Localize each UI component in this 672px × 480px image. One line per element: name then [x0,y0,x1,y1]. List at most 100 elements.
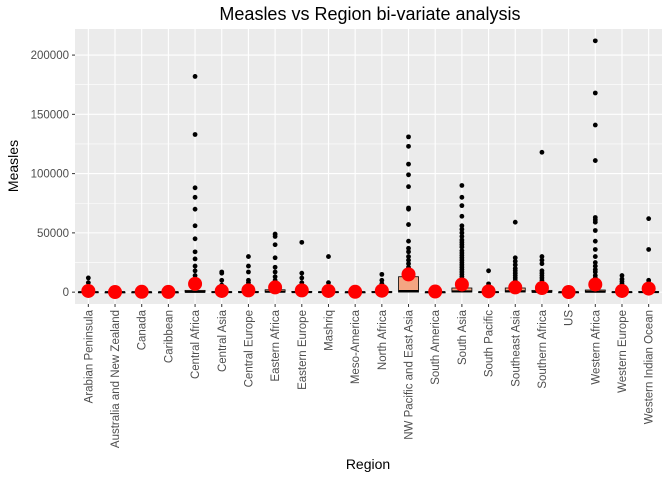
outlier-point [379,277,385,283]
mean-point [348,284,363,299]
x-tick-label: Western Indian Ocean [644,310,656,424]
x-tick-label: South Pacific [484,310,496,377]
outlier-point [219,270,225,276]
outlier-point [592,228,598,233]
x-tick-label: Eastern Europe [297,310,309,390]
outlier-point [246,263,251,269]
y-tick-label: 150000 [31,109,69,121]
y-tick-label: 50000 [37,228,69,240]
x-tick-label: Meso-America [350,309,362,384]
mean-point [428,284,443,299]
mean-point [641,281,656,296]
outlier-point [406,206,411,212]
outlier-point [192,256,198,262]
outlier-point [272,255,278,261]
outlier-point [406,254,411,259]
outlier-point [592,90,598,96]
outlier-point [459,244,465,250]
outlier-point [592,263,598,269]
mean-point [454,277,469,292]
outlier-point [299,275,305,281]
outlier-point [219,277,225,283]
mean-point [188,276,203,291]
mean-point [588,277,603,292]
outlier-point [406,172,411,178]
outlier-point [646,216,652,222]
outlier-point [459,213,465,219]
y-axis-title: Measles [5,140,21,192]
x-tick-label: North Africa [377,309,389,370]
x-tick-label: Arabian Peninsula [83,309,95,403]
outlier-point [406,222,411,227]
outlier-point [326,280,331,286]
outlier-point [192,194,198,200]
x-tick-label: South America [430,309,442,384]
outlier-point [539,257,545,263]
outlier-point [406,184,411,190]
mean-point [481,284,496,299]
x-tick-label: South Asia [457,309,469,365]
mean-point [534,280,549,295]
outlier-point [192,206,198,212]
outlier-point [459,230,465,236]
outlier-point [512,262,518,268]
outlier-point [539,149,545,155]
outlier-point [592,247,598,252]
mean-point [321,283,336,298]
outlier-point [192,273,198,278]
outlier-point [592,158,598,163]
outlier-point [192,132,198,137]
x-tick-label: NW Pacific and East Asia [404,309,416,439]
outlier-point [539,254,545,259]
outlier-point [192,74,198,79]
x-tick-label: Southeast Asia [510,309,522,386]
outlier-point [192,268,198,274]
outlier-point [592,260,598,265]
outlier-point [619,273,625,278]
plot-panel [75,29,662,304]
mean-point [161,284,176,299]
outlier-point [85,275,91,281]
outlier-point [646,247,652,252]
outlier-point [539,261,545,267]
outlier-point [512,258,518,264]
outlier-point [192,236,198,242]
outlier-point [459,203,465,209]
x-tick-label: Canada [137,309,149,350]
outlier-point [459,226,465,232]
outlier-point [192,263,198,269]
x-tick-label: Western Africa [590,309,602,384]
outlier-point [512,219,518,225]
outlier-point [406,134,411,140]
outlier-point [246,254,251,259]
outlier-point [406,238,411,244]
mean-point [81,283,96,298]
grid-minor [75,84,662,263]
outlier-point [192,223,198,229]
mean-point [294,283,309,298]
outlier-point [459,194,465,200]
x-axis: Arabian Peninsula Australia and New Zeala… [83,304,656,448]
outlier-point [406,143,411,149]
x-tick-label: Central Asia [217,309,229,372]
outlier-point [592,122,598,128]
outlier-point [406,257,411,263]
outlier-point [272,242,278,248]
outlier-point [272,264,278,270]
outlier-point [592,219,598,225]
mean-point [374,283,389,298]
outlier-point [406,161,411,167]
mean-point [214,283,229,298]
outlier-point [459,183,465,188]
mean-point [268,280,283,295]
outlier-point [192,185,198,191]
outlier-point [592,269,598,275]
outlier-point [85,280,91,286]
x-tick-label: Western Europe [617,310,629,393]
outlier-point [406,261,411,267]
mean-point [614,283,629,298]
y-tick-label: 100000 [31,169,69,181]
outlier-point [459,234,465,239]
x-axis-title: Region [346,456,390,472]
